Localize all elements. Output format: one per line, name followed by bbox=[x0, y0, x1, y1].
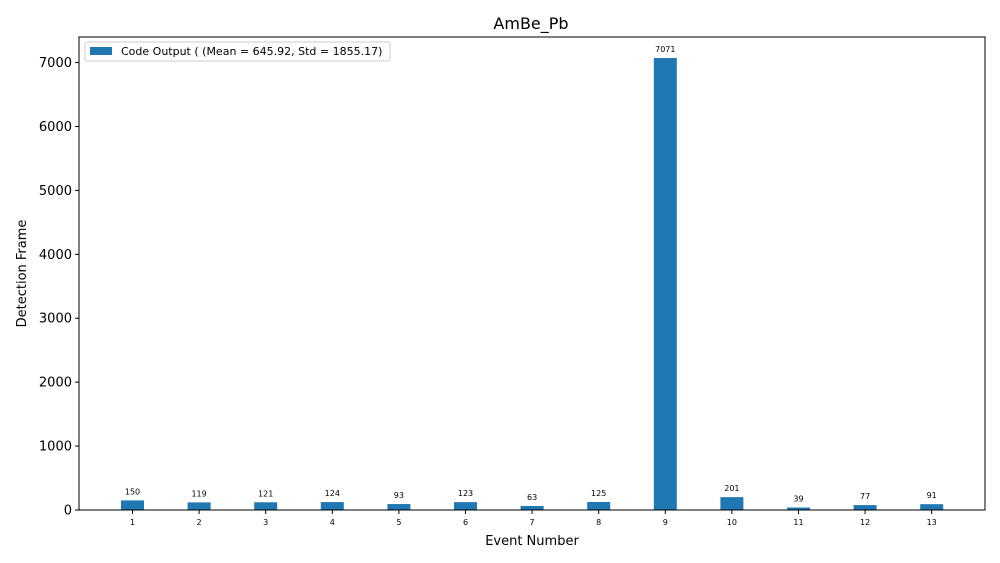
bar-value-label: 119 bbox=[191, 489, 206, 498]
legend-box bbox=[84, 41, 391, 62]
x-tick-label: 12 bbox=[860, 518, 870, 527]
chart-title: AmBe_Pb bbox=[493, 14, 568, 34]
x-tick-label: 11 bbox=[793, 518, 803, 527]
x-tick-label: 1 bbox=[130, 518, 135, 527]
bar bbox=[121, 500, 144, 510]
bar bbox=[387, 504, 411, 510]
x-tick-label: 13 bbox=[927, 518, 937, 527]
x-tick-label: 2 bbox=[197, 518, 202, 527]
x-tick-label: 9 bbox=[663, 518, 668, 527]
bar-value-label: 125 bbox=[591, 489, 606, 498]
bar-value-label: 7071 bbox=[655, 45, 675, 54]
bar bbox=[320, 502, 344, 510]
plot-area: 0100020003000400050006000700011502119312… bbox=[39, 45, 944, 527]
bar-value-label: 93 bbox=[394, 491, 404, 500]
bar-value-label: 63 bbox=[527, 493, 537, 502]
bar-value-label: 39 bbox=[793, 495, 803, 504]
y-axis-label: Detection Frame bbox=[15, 220, 30, 328]
bar bbox=[454, 502, 477, 510]
y-tick-label: 4000 bbox=[39, 248, 72, 263]
bar bbox=[787, 507, 810, 510]
bar-value-label: 201 bbox=[724, 484, 739, 493]
bar bbox=[520, 505, 544, 510]
bar-value-label: 91 bbox=[927, 491, 937, 500]
bar-value-label: 77 bbox=[860, 492, 870, 501]
bar-value-label: 121 bbox=[258, 489, 273, 498]
y-tick-label: 2000 bbox=[39, 376, 72, 391]
y-tick-label: 5000 bbox=[39, 184, 72, 199]
bar bbox=[254, 502, 278, 510]
y-tick-label: 0 bbox=[64, 504, 72, 519]
x-tick-label: 7 bbox=[530, 518, 535, 527]
legend-swatch bbox=[90, 47, 112, 55]
y-tick-label: 1000 bbox=[39, 440, 72, 455]
x-axis-label: Event Number bbox=[485, 534, 579, 549]
bar bbox=[853, 505, 877, 510]
x-tick-label: 4 bbox=[330, 518, 335, 527]
bar bbox=[720, 497, 744, 510]
bar-value-label: 124 bbox=[325, 489, 340, 498]
bar bbox=[587, 502, 611, 510]
bar-value-label: 123 bbox=[458, 489, 473, 498]
y-tick-label: 3000 bbox=[39, 312, 72, 327]
legend-label: Code Output ( (Mean = 645.92, Std = 1855… bbox=[121, 45, 382, 58]
bar bbox=[187, 502, 211, 510]
bar bbox=[920, 504, 944, 510]
x-tick-label: 8 bbox=[596, 518, 601, 527]
y-tick-label: 6000 bbox=[39, 120, 72, 135]
bar bbox=[653, 58, 677, 510]
bar-value-label: 150 bbox=[125, 487, 140, 496]
x-tick-label: 10 bbox=[727, 518, 737, 527]
x-tick-label: 5 bbox=[396, 518, 401, 527]
x-tick-label: 3 bbox=[263, 518, 268, 527]
x-tick-label: 6 bbox=[463, 518, 468, 527]
plot-frame bbox=[78, 36, 986, 511]
legend: Code Output ( (Mean = 645.92, Std = 1855… bbox=[84, 41, 391, 62]
y-tick-label: 7000 bbox=[39, 56, 72, 71]
